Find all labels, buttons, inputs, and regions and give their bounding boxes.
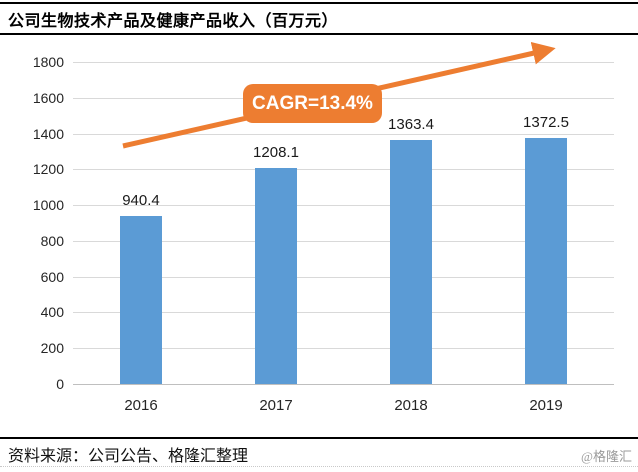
cagr-label: CAGR=13.4% xyxy=(252,92,373,114)
gridline xyxy=(73,348,614,349)
y-tick-label: 600 xyxy=(40,269,64,285)
source-note: 资料来源：公司公告、格隆汇整理 xyxy=(8,448,249,465)
chart-title: 公司生物技术产品及健康产品收入（百万元） xyxy=(8,13,339,30)
x-tick-label: 2016 xyxy=(124,397,158,414)
y-tick-label: 800 xyxy=(40,233,64,249)
x-tick-label: 2018 xyxy=(394,397,428,414)
y-tick-label: 1400 xyxy=(32,126,64,142)
gridline xyxy=(73,241,614,242)
y-tick-label: 1200 xyxy=(32,161,64,177)
y-tick-label: 0 xyxy=(56,376,64,392)
gridline xyxy=(73,205,614,206)
x-tick-label: 2019 xyxy=(529,397,563,414)
x-axis-line xyxy=(73,384,614,385)
gridline xyxy=(73,169,614,170)
bar-value-label: 1372.5 xyxy=(523,114,569,131)
y-tick-label: 400 xyxy=(40,304,64,320)
footer-divider xyxy=(0,437,638,439)
top-divider xyxy=(0,2,638,4)
bar xyxy=(525,138,567,384)
y-tick-label: 1000 xyxy=(32,197,64,213)
gridline xyxy=(73,62,614,63)
cagr-callout: CAGR=13.4% xyxy=(243,84,382,123)
title-divider xyxy=(0,33,638,35)
y-tick-label: 200 xyxy=(40,340,64,356)
bar xyxy=(120,216,162,384)
watermark: @格隆汇 xyxy=(581,449,632,464)
bar-value-label: 940.4 xyxy=(122,192,160,209)
x-tick-label: 2017 xyxy=(259,397,293,414)
gridline xyxy=(73,277,614,278)
bar xyxy=(390,140,432,384)
y-tick-label: 1800 xyxy=(32,54,64,70)
gridline xyxy=(73,134,614,135)
gridline xyxy=(73,312,614,313)
y-tick-label: 1600 xyxy=(32,90,64,106)
bar xyxy=(255,168,297,384)
bar-value-label: 1208.1 xyxy=(253,144,299,161)
bottom-dotted-divider xyxy=(0,466,638,467)
